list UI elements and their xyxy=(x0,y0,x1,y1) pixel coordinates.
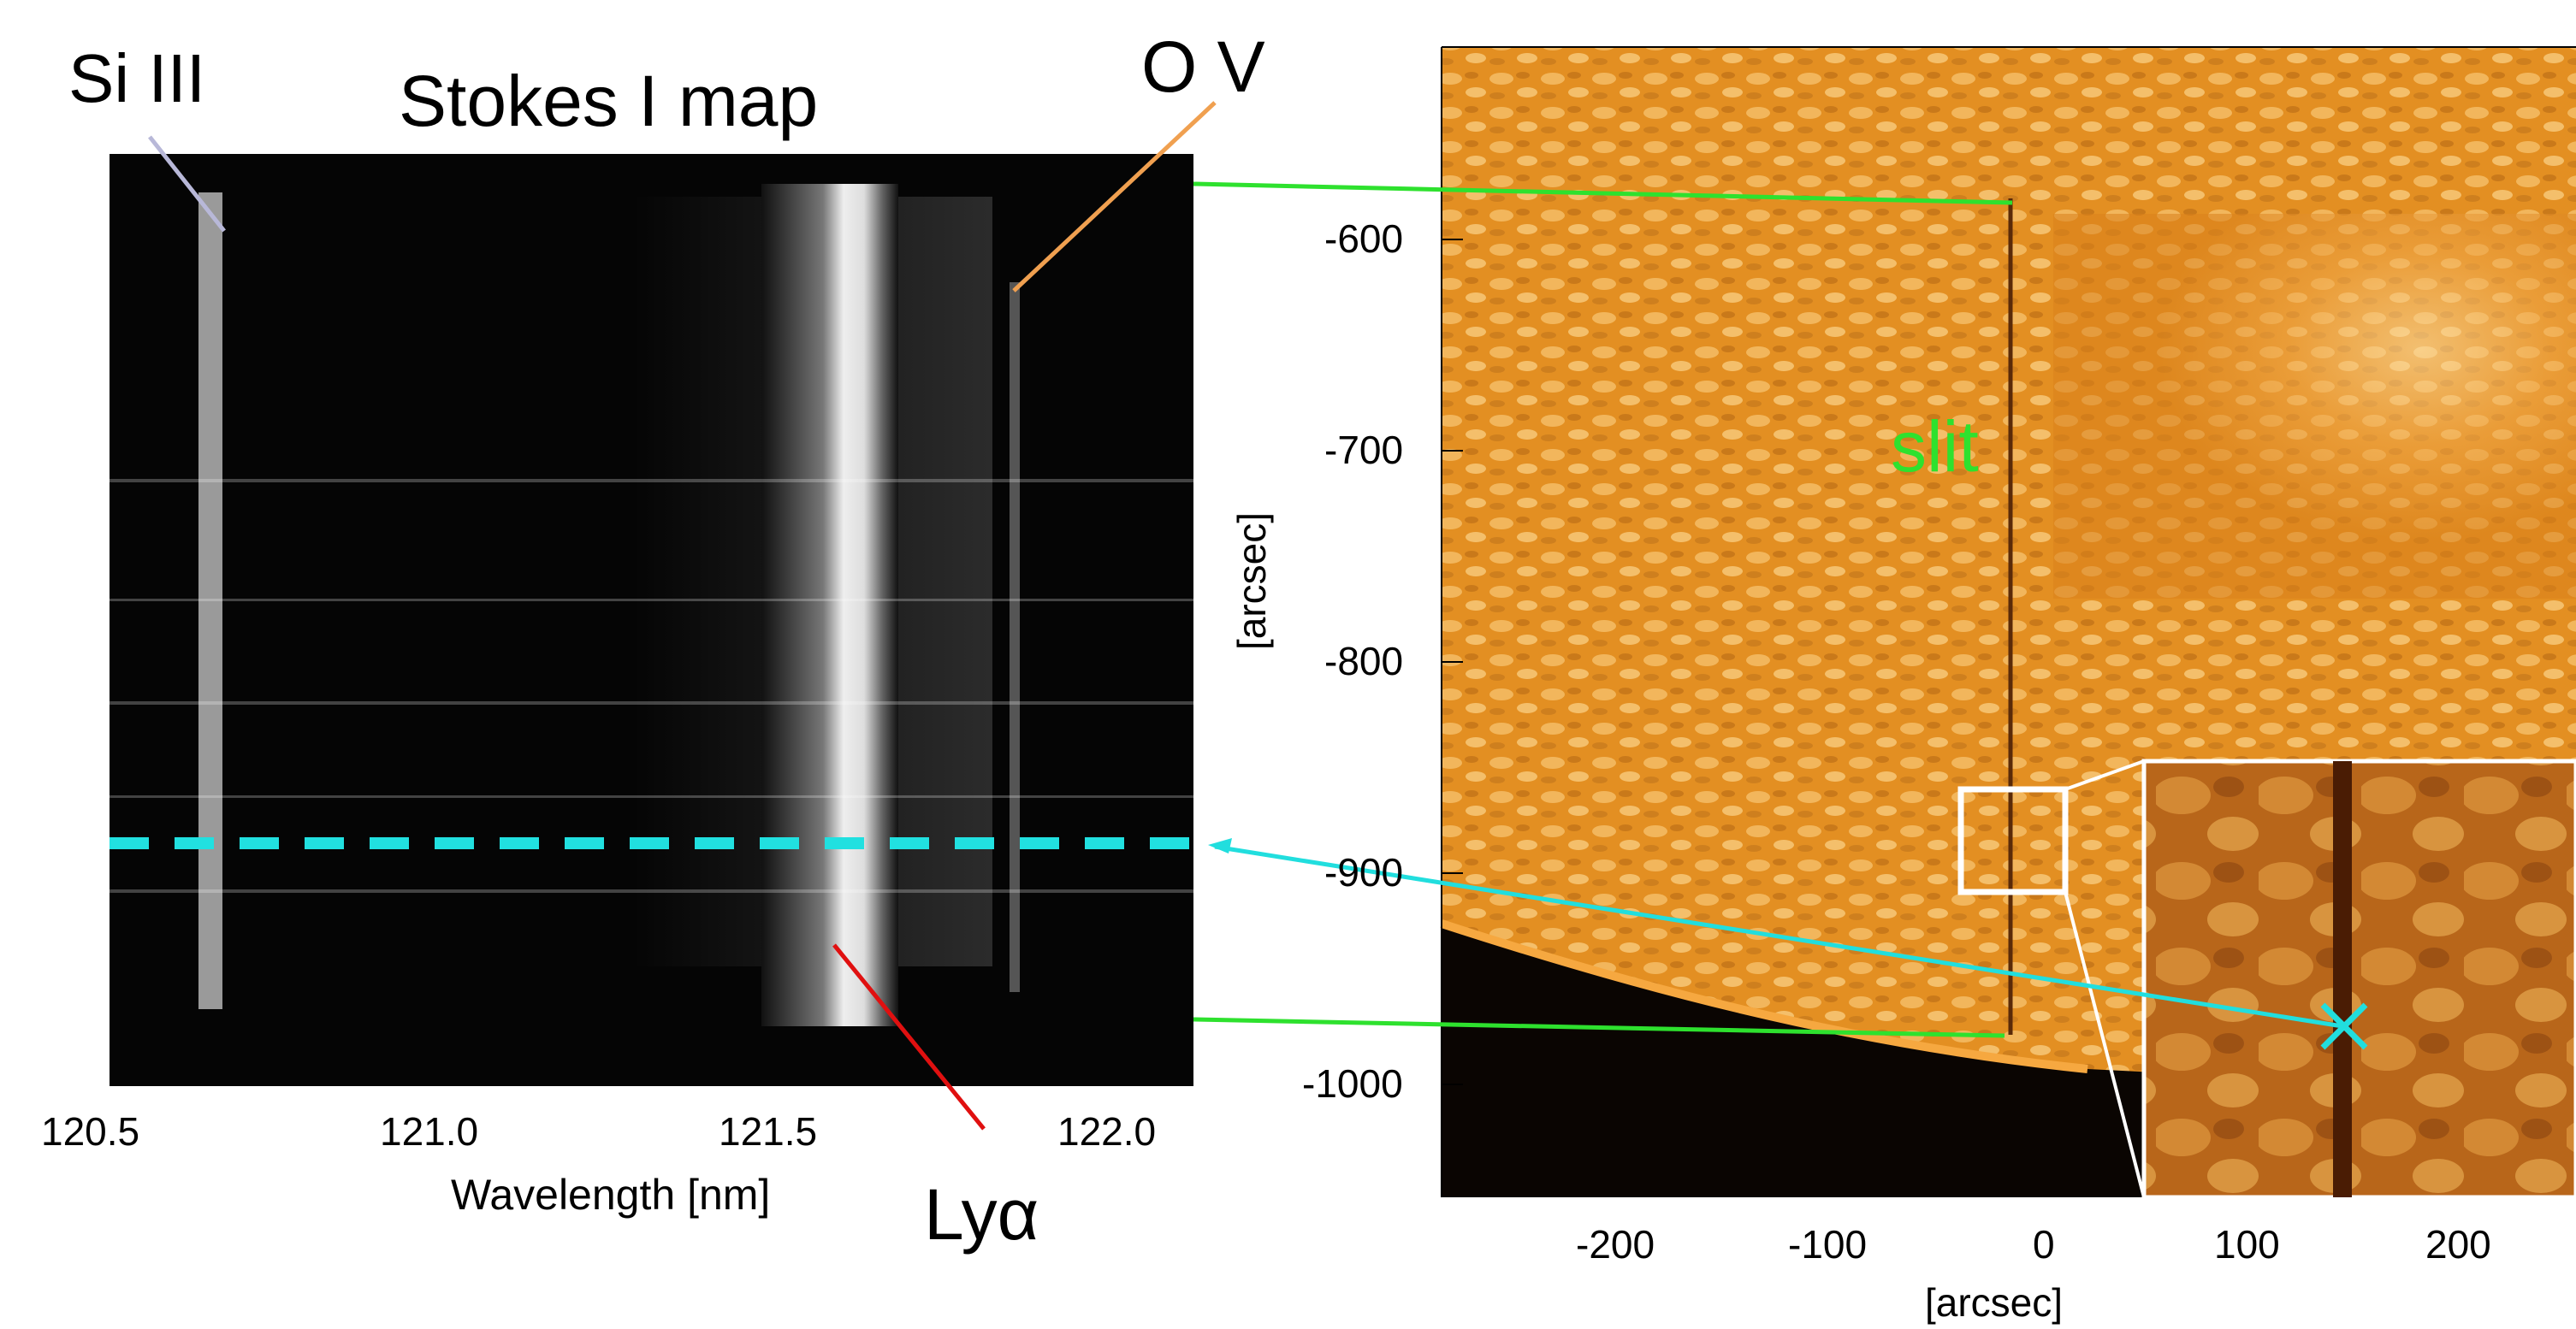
right-y-axis-label: [arcsec] xyxy=(1229,511,1274,650)
right-axes-frame xyxy=(1441,46,2576,1197)
sun-bright-region xyxy=(2053,214,2576,599)
o-v-line xyxy=(1010,282,1020,992)
right-y-tick: -900 xyxy=(1324,850,1404,895)
o-v-pointer xyxy=(1012,101,1217,292)
cyan-connector xyxy=(1214,844,2343,1029)
zoom-connector-bottom xyxy=(2064,891,2146,1198)
left-x-tick: 121.0 xyxy=(380,1109,479,1154)
right-x-axis-label: [arcsec] xyxy=(1925,1280,2064,1325)
inset-image xyxy=(2141,759,2576,1200)
lya-pointer xyxy=(832,943,986,1131)
si-iii-line xyxy=(198,192,222,1009)
si-iii-label: Si III xyxy=(68,40,206,116)
left-x-tick: 120.5 xyxy=(41,1109,140,1154)
zoom-box xyxy=(1957,786,2069,895)
right-x-tick: -200 xyxy=(1576,1222,1655,1267)
o-v-label: O V xyxy=(1141,27,1265,107)
selected-point-marker xyxy=(2320,1002,2368,1050)
right-x-tick: 200 xyxy=(2425,1222,2491,1267)
left-x-tick: 122.0 xyxy=(1057,1109,1157,1154)
horizontal-stripes xyxy=(110,479,1193,893)
right-x-tick: 0 xyxy=(2033,1222,2055,1267)
cyan-arrowhead xyxy=(1208,838,1232,854)
green-connector-top xyxy=(1193,181,2013,205)
right-x-tick: 100 xyxy=(2214,1222,2280,1267)
left-x-axis-label: Wavelength [nm] xyxy=(451,1171,771,1219)
slit-label: slit xyxy=(1891,406,1979,487)
zoom-connector-top xyxy=(2064,759,2145,791)
limb-edge xyxy=(1440,919,2088,1073)
inset-slit xyxy=(2333,761,2352,1197)
green-connector-bottom xyxy=(1193,1017,2005,1038)
spectrum-title: Stokes I map xyxy=(399,61,819,141)
right-x-tick: -100 xyxy=(1788,1222,1868,1267)
left-x-tick: 121.5 xyxy=(719,1109,818,1154)
off-limb-region xyxy=(1442,924,2259,1197)
si-iii-pointer xyxy=(148,135,226,233)
lya-label: Lyα xyxy=(924,1174,1039,1255)
right-y-tick: -700 xyxy=(1324,428,1404,472)
lya-core-band xyxy=(761,184,898,1026)
right-y-tick: -600 xyxy=(1324,216,1404,261)
right-y-tick: -1000 xyxy=(1302,1061,1403,1106)
right-y-tick: -800 xyxy=(1324,639,1404,683)
